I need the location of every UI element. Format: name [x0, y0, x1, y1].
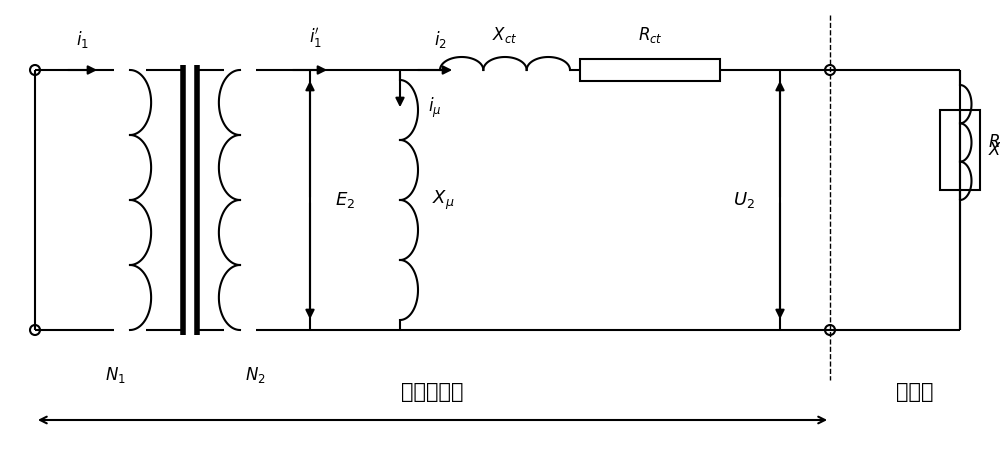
Text: $i_{\mu}$: $i_{\mu}$	[428, 96, 441, 120]
Text: $R_{loa}$: $R_{loa}$	[988, 132, 1000, 152]
Text: $R_{ct}$: $R_{ct}$	[638, 25, 662, 45]
Text: $i_1^{\prime}$: $i_1^{\prime}$	[309, 26, 321, 50]
Text: $N_1$: $N_1$	[105, 365, 125, 385]
Text: $X_{ct}$: $X_{ct}$	[492, 25, 518, 45]
Text: $U_2$: $U_2$	[733, 190, 755, 210]
Text: 电流互感器: 电流互感器	[401, 382, 463, 402]
Text: $i_1$: $i_1$	[76, 29, 88, 50]
Text: $i_2$: $i_2$	[434, 29, 446, 50]
Text: $E_2$: $E_2$	[335, 190, 355, 210]
Text: 负载侧: 负载侧	[896, 382, 934, 402]
Bar	[580, 59, 720, 81]
Text: $N_2$: $N_2$	[245, 365, 265, 385]
Bar	[940, 110, 980, 190]
Text: $X_{\mu}$: $X_{\mu}$	[432, 188, 455, 211]
Text: $X_{loa}$: $X_{loa}$	[988, 140, 1000, 160]
